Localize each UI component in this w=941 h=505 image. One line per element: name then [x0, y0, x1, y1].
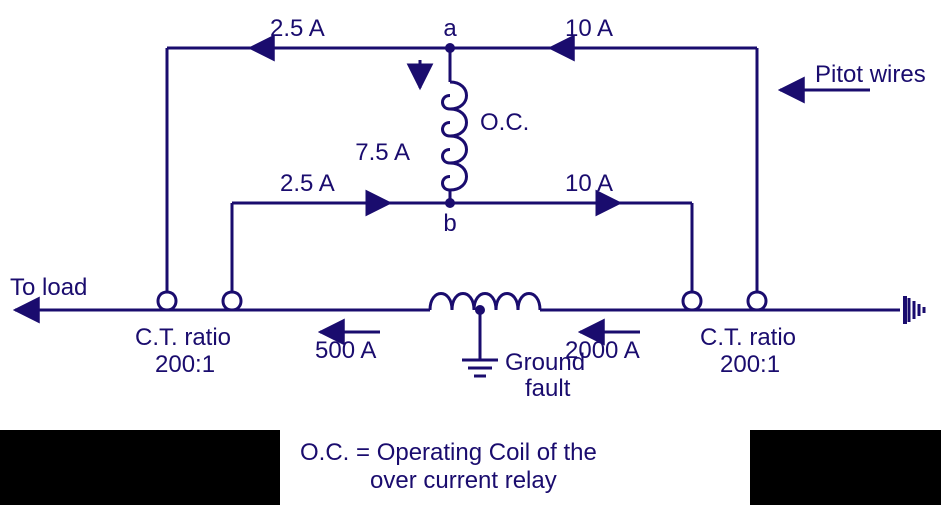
label-ct-left-1: C.T. ratio	[135, 324, 231, 351]
label-mid-left-current: 2.5 A	[280, 170, 335, 197]
label-oc-current: 7.5 A	[355, 139, 410, 166]
label-ct-right-1: C.T. ratio	[700, 324, 796, 351]
label-ct-left-2: 200:1	[155, 351, 215, 378]
label-footer-2: over current relay	[370, 467, 557, 494]
label-node-b: b	[443, 210, 456, 237]
label-mid-right-current: 10 A	[565, 170, 613, 197]
label-ground-fault-2: fault	[525, 375, 571, 402]
label-ground-fault-1: Ground	[505, 349, 585, 376]
label-ct-right-2: 200:1	[720, 351, 780, 378]
label-oc: O.C.	[480, 109, 529, 136]
label-top-left-current: 2.5 A	[270, 15, 325, 42]
label-bottom-left-current: 500 A	[315, 337, 376, 364]
label-footer-1: O.C. = Operating Coil of the	[300, 439, 597, 466]
label-to-load: To load	[10, 274, 87, 301]
label-pitot-wires: Pitot wires	[815, 61, 926, 88]
label-top-right-current: 10 A	[565, 15, 613, 42]
label-node-a: a	[443, 15, 457, 42]
